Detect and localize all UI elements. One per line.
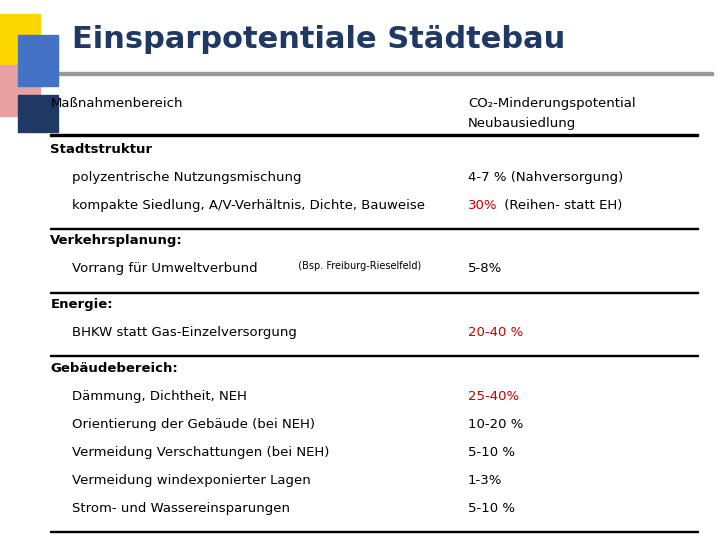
- Bar: [50, 228, 698, 229]
- Bar: [50, 134, 698, 136]
- Text: 1-3%: 1-3%: [468, 474, 503, 487]
- Bar: [50, 72, 713, 75]
- Bar: [18, 35, 58, 86]
- Text: 20-40 %: 20-40 %: [468, 326, 523, 339]
- Text: Einsparpotentiale Städtebau: Einsparpotentiale Städtebau: [72, 25, 565, 54]
- Text: (Bsp. Freiburg-Rieselfeld): (Bsp. Freiburg-Rieselfeld): [292, 261, 421, 272]
- Text: 4-7 % (Nahversorgung): 4-7 % (Nahversorgung): [468, 171, 624, 184]
- Bar: [50, 355, 698, 356]
- Text: BHKW statt Gas-Einzelversorgung: BHKW statt Gas-Einzelversorgung: [72, 326, 297, 339]
- Text: Dämmung, Dichtheit, NEH: Dämmung, Dichtheit, NEH: [72, 390, 247, 403]
- Text: 5-10 %: 5-10 %: [468, 502, 515, 515]
- Text: 30%: 30%: [468, 199, 498, 212]
- Bar: [0, 65, 40, 116]
- Text: Vermeidung windexponierter Lagen: Vermeidung windexponierter Lagen: [72, 474, 311, 487]
- Text: 5-10 %: 5-10 %: [468, 446, 515, 459]
- Text: Vorrang für Umweltverbund: Vorrang für Umweltverbund: [72, 262, 258, 275]
- Bar: [50, 292, 698, 293]
- Text: Orientierung der Gebäude (bei NEH): Orientierung der Gebäude (bei NEH): [72, 418, 315, 431]
- Text: kompakte Siedlung, A/V-Verhältnis, Dichte, Bauweise: kompakte Siedlung, A/V-Verhältnis, Dicht…: [72, 199, 425, 212]
- Bar: [50, 531, 698, 532]
- Text: Neubausiedlung: Neubausiedlung: [468, 117, 576, 130]
- Text: Stadtstruktur: Stadtstruktur: [50, 143, 153, 156]
- Text: Verkehrsplanung:: Verkehrsplanung:: [50, 234, 183, 247]
- Text: Gebäudebereich:: Gebäudebereich:: [50, 362, 178, 375]
- Text: CO₂-Minderungspotential: CO₂-Minderungspotential: [468, 97, 636, 110]
- Text: Maßnahmenbereich: Maßnahmenbereich: [50, 97, 183, 110]
- Bar: [0, 14, 40, 65]
- Text: Strom- und Wassereinsparungen: Strom- und Wassereinsparungen: [72, 502, 290, 515]
- Text: 25-40%: 25-40%: [468, 390, 519, 403]
- Text: Energie:: Energie:: [50, 298, 113, 311]
- Text: polyzentrische Nutzungsmischung: polyzentrische Nutzungsmischung: [72, 171, 302, 184]
- Text: Vermeidung Verschattungen (bei NEH): Vermeidung Verschattungen (bei NEH): [72, 446, 329, 459]
- Text: 10-20 %: 10-20 %: [468, 418, 523, 431]
- Bar: [18, 94, 58, 132]
- Text: 5-8%: 5-8%: [468, 262, 503, 275]
- Text: (Reihen- statt EH): (Reihen- statt EH): [500, 199, 622, 212]
